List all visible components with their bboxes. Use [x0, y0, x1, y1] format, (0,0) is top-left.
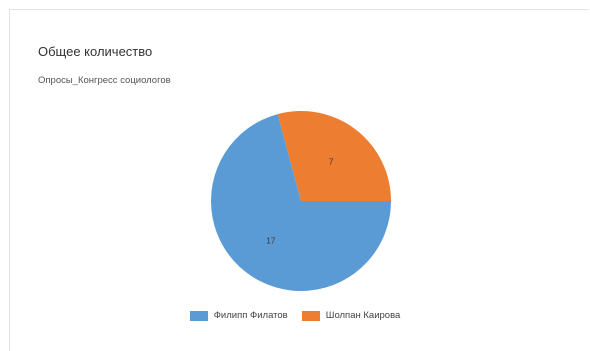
pie-slice-0[interactable]	[211, 114, 391, 291]
data-label-1: 7	[329, 158, 334, 167]
legend-label: Филипп Филатов	[213, 310, 288, 321]
chart-title: Общее количество	[38, 44, 153, 59]
legend-swatch	[301, 310, 320, 321]
chart-frame	[9, 9, 589, 351]
legend-item-sholpan-kairova[interactable]: Шолпан Каирова	[301, 310, 401, 321]
legend-item-filipp-filatov[interactable]: Филипп Филатов	[189, 310, 288, 321]
chart-subtitle: Опросы_Конгресс социологов	[38, 75, 171, 86]
data-label-0: 17	[266, 236, 275, 245]
legend-swatch	[189, 310, 208, 321]
pie-slice-1[interactable]	[277, 111, 391, 201]
legend-label: Шолпан Каирова	[325, 310, 401, 321]
chart-legend: Филипп Филатов Шолпан Каирова	[0, 310, 590, 321]
